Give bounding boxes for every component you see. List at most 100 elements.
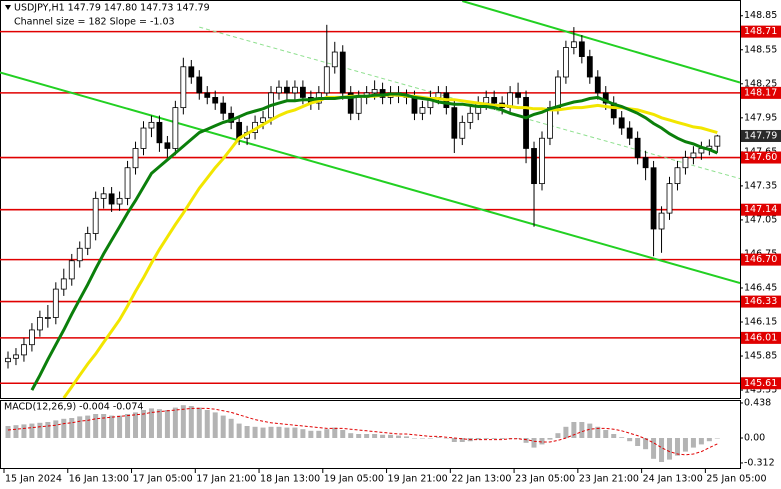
macd-bar <box>300 429 306 438</box>
macd-bar <box>109 415 115 438</box>
level-label: 146.33 <box>744 296 777 307</box>
macd-bar <box>635 438 641 446</box>
macd-bar <box>475 438 481 440</box>
macd-bar <box>188 406 194 438</box>
candle-body <box>339 51 346 94</box>
candle-body <box>212 97 219 104</box>
macd-bar <box>133 412 139 438</box>
macd-bar <box>706 438 712 442</box>
candle-body <box>204 92 211 98</box>
macd-bar <box>61 418 67 438</box>
macd-bar <box>117 415 123 438</box>
macd-bar <box>611 434 617 438</box>
y-tick-label: 0.00 <box>744 433 765 444</box>
macd-bar <box>244 426 250 438</box>
candle-body <box>156 121 163 144</box>
x-tick-label: 19 Jan 05:00 <box>324 474 384 485</box>
macd-bar <box>77 416 83 438</box>
macd-bar <box>236 423 242 438</box>
macd-bar <box>340 430 346 438</box>
candle-body <box>419 107 426 114</box>
macd-bar <box>619 437 625 438</box>
candle-body <box>547 107 553 139</box>
macd-bar <box>627 438 633 442</box>
macd-bar <box>348 433 354 438</box>
candle-body <box>276 86 282 94</box>
y-tick-label: 148.85 <box>744 10 777 21</box>
candle-body <box>714 135 721 147</box>
candle-body <box>515 92 521 98</box>
macd-bar <box>164 410 170 438</box>
candle-body <box>674 167 681 185</box>
macd-bar <box>667 438 673 460</box>
macd-bar <box>220 415 226 438</box>
y-tick-label: 145.55 <box>744 385 777 396</box>
macd-bar <box>172 407 178 438</box>
macd-bar <box>284 427 290 438</box>
x-tick-label: 16 Jan 13:00 <box>69 474 129 485</box>
candle-body <box>435 92 442 98</box>
level-label-box <box>741 377 781 390</box>
macd-bar <box>204 410 210 438</box>
macd-bar <box>451 438 457 442</box>
macd-bar <box>531 438 537 448</box>
x-tick-label: 23 Jan 05:00 <box>515 474 575 485</box>
macd-bar <box>180 405 186 438</box>
candle-body <box>60 278 67 290</box>
macd-panel-frame <box>0 400 741 469</box>
y-tick-label: 145.85 <box>744 351 777 362</box>
candle-body <box>371 89 378 94</box>
macd-bar <box>196 407 202 438</box>
macd-bar <box>411 438 417 439</box>
x-tick-label: 25 Jan 05:00 <box>706 474 766 485</box>
macd-bar <box>603 430 609 438</box>
macd-bar <box>404 436 409 438</box>
macd-bar <box>276 426 282 438</box>
level-label-box <box>741 331 781 344</box>
candle-body <box>586 56 593 78</box>
candle-body <box>411 97 418 114</box>
level-label: 148.17 <box>744 87 777 98</box>
candle-body <box>140 127 147 149</box>
y-tick-label: 148.55 <box>744 44 777 55</box>
macd-bar <box>156 409 162 438</box>
macd-bar <box>308 430 314 438</box>
y-tick-label: -0.312 <box>744 457 775 468</box>
macd-bar <box>651 438 657 459</box>
channel-line <box>0 71 740 285</box>
level-label-box <box>741 86 781 99</box>
candle-body <box>491 97 498 104</box>
candle-body <box>5 357 11 363</box>
macd-bar <box>292 427 298 438</box>
candle-body <box>451 107 458 139</box>
last-price-box <box>741 129 781 142</box>
main-plot <box>0 1 740 398</box>
candle-body <box>355 97 362 114</box>
macd-bar <box>37 422 43 438</box>
macd-bar <box>53 420 59 438</box>
candle-body <box>92 197 99 234</box>
macd-bar <box>148 408 154 438</box>
macd-bar <box>539 438 545 445</box>
candle-body <box>260 117 266 123</box>
candle-body <box>100 193 107 199</box>
macd-bar <box>356 434 362 438</box>
candle-body <box>690 152 697 158</box>
candle-body <box>164 142 171 149</box>
macd-bar <box>316 430 322 438</box>
candle-body <box>284 86 290 94</box>
x-tick-label: 19 Jan 21:00 <box>388 474 448 485</box>
y-tick-label: 148.25 <box>744 78 777 89</box>
macd-bar <box>674 438 680 456</box>
x-tick-label: 24 Jan 13:00 <box>643 474 703 485</box>
candle-body <box>555 76 561 109</box>
macd-bar <box>507 438 513 439</box>
candle-body <box>570 41 577 48</box>
candle-body <box>36 317 43 331</box>
candle-body <box>650 167 657 230</box>
macd-bar <box>324 429 330 438</box>
macd-bar <box>714 438 720 439</box>
macd-bar <box>499 438 505 439</box>
candle-body <box>483 97 490 104</box>
